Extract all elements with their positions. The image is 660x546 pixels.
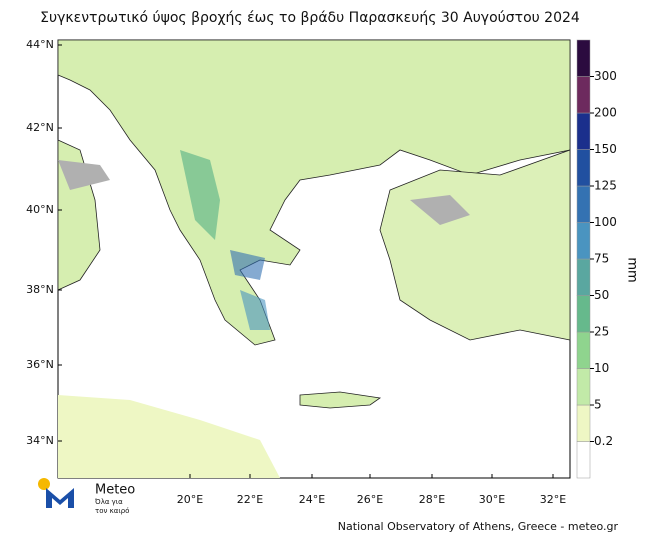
map — [57, 39, 571, 479]
lat-label: 38°N — [26, 283, 54, 296]
lon-label: 20°E — [177, 493, 203, 506]
logo-sun — [38, 478, 50, 490]
credit: National Observatory of Athens, Greece -… — [338, 520, 619, 533]
lat-label: 40°N — [26, 203, 54, 216]
lon-label: 22°E — [237, 493, 263, 506]
colorbar-segment — [576, 112, 591, 150]
colorbar-label: 10 — [594, 361, 609, 375]
lat-label: 36°N — [26, 358, 54, 371]
sea-rain — [58, 395, 280, 478]
lon-label: 26°E — [357, 493, 383, 506]
colorbar-unit: mm — [625, 257, 640, 282]
lat-label: 34°N — [26, 434, 54, 447]
logo: Meteo Όλα για τον καιρό — [38, 478, 135, 515]
lon-label: 28°E — [419, 493, 445, 506]
anatolia-land — [379, 149, 571, 341]
colorbar-segment — [576, 185, 591, 223]
colorbar-label: 25 — [594, 325, 609, 339]
colorbar-segment — [576, 441, 591, 479]
colorbar-segment — [576, 295, 591, 333]
rain-patch — [180, 150, 220, 240]
colorbar-segment — [576, 331, 591, 369]
lon-label: 30°E — [479, 493, 505, 506]
title: Συγκεντρωτικό ύψος βροχής έως το βράδυ Π… — [40, 10, 580, 26]
lat-label: 44°N — [26, 38, 54, 51]
lon-label: 32°E — [540, 493, 566, 506]
colorbar-segment — [576, 39, 591, 77]
axes: 44°N 42°N 40°N 38°N 36°N 34°N 20°E 22°E 24°E 26°E… — [26, 38, 566, 506]
colorbar-segment — [576, 149, 591, 187]
rain-patch — [230, 250, 265, 280]
colorbar-label: 75 — [594, 252, 609, 266]
logo-m — [46, 488, 74, 508]
colorbar-segment — [576, 368, 591, 406]
colorbar-label: 100 — [594, 215, 617, 229]
colorbar-label: 150 — [594, 142, 617, 156]
no-data-patch — [58, 160, 110, 190]
colorbar-label: 0.2 — [594, 434, 613, 448]
logo-tagline: Όλα για — [94, 498, 123, 506]
colorbar-label: 50 — [594, 288, 609, 302]
colorbar-segment — [576, 76, 591, 114]
colorbar-segment — [576, 258, 591, 296]
colorbar-label: 300 — [594, 69, 617, 83]
colorbar: 0.2 5 10 25 50 75 100 125 150 200 300 — [576, 39, 617, 479]
colorbar-label: 125 — [594, 179, 617, 193]
lat-label: 42°N — [26, 121, 54, 134]
rain-patch — [240, 290, 270, 330]
logo-name: Meteo — [95, 483, 135, 498]
colorbar-label: 5 — [594, 398, 602, 412]
no-data-patch — [410, 195, 470, 225]
colorbar-segment — [576, 404, 591, 442]
colorbar-label: 200 — [594, 106, 617, 120]
logo-tagline: τον καιρό — [95, 507, 129, 515]
lon-label: 24°E — [299, 493, 325, 506]
crete — [299, 391, 382, 409]
colorbar-segment — [576, 222, 591, 260]
